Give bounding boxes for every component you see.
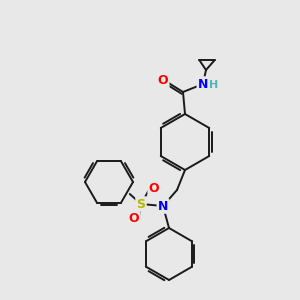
Text: O: O [129, 212, 139, 226]
Text: O: O [158, 74, 168, 88]
Text: O: O [149, 182, 159, 194]
Text: S: S [136, 197, 146, 211]
Text: H: H [209, 80, 219, 90]
Text: N: N [198, 77, 208, 91]
Text: N: N [158, 200, 168, 212]
